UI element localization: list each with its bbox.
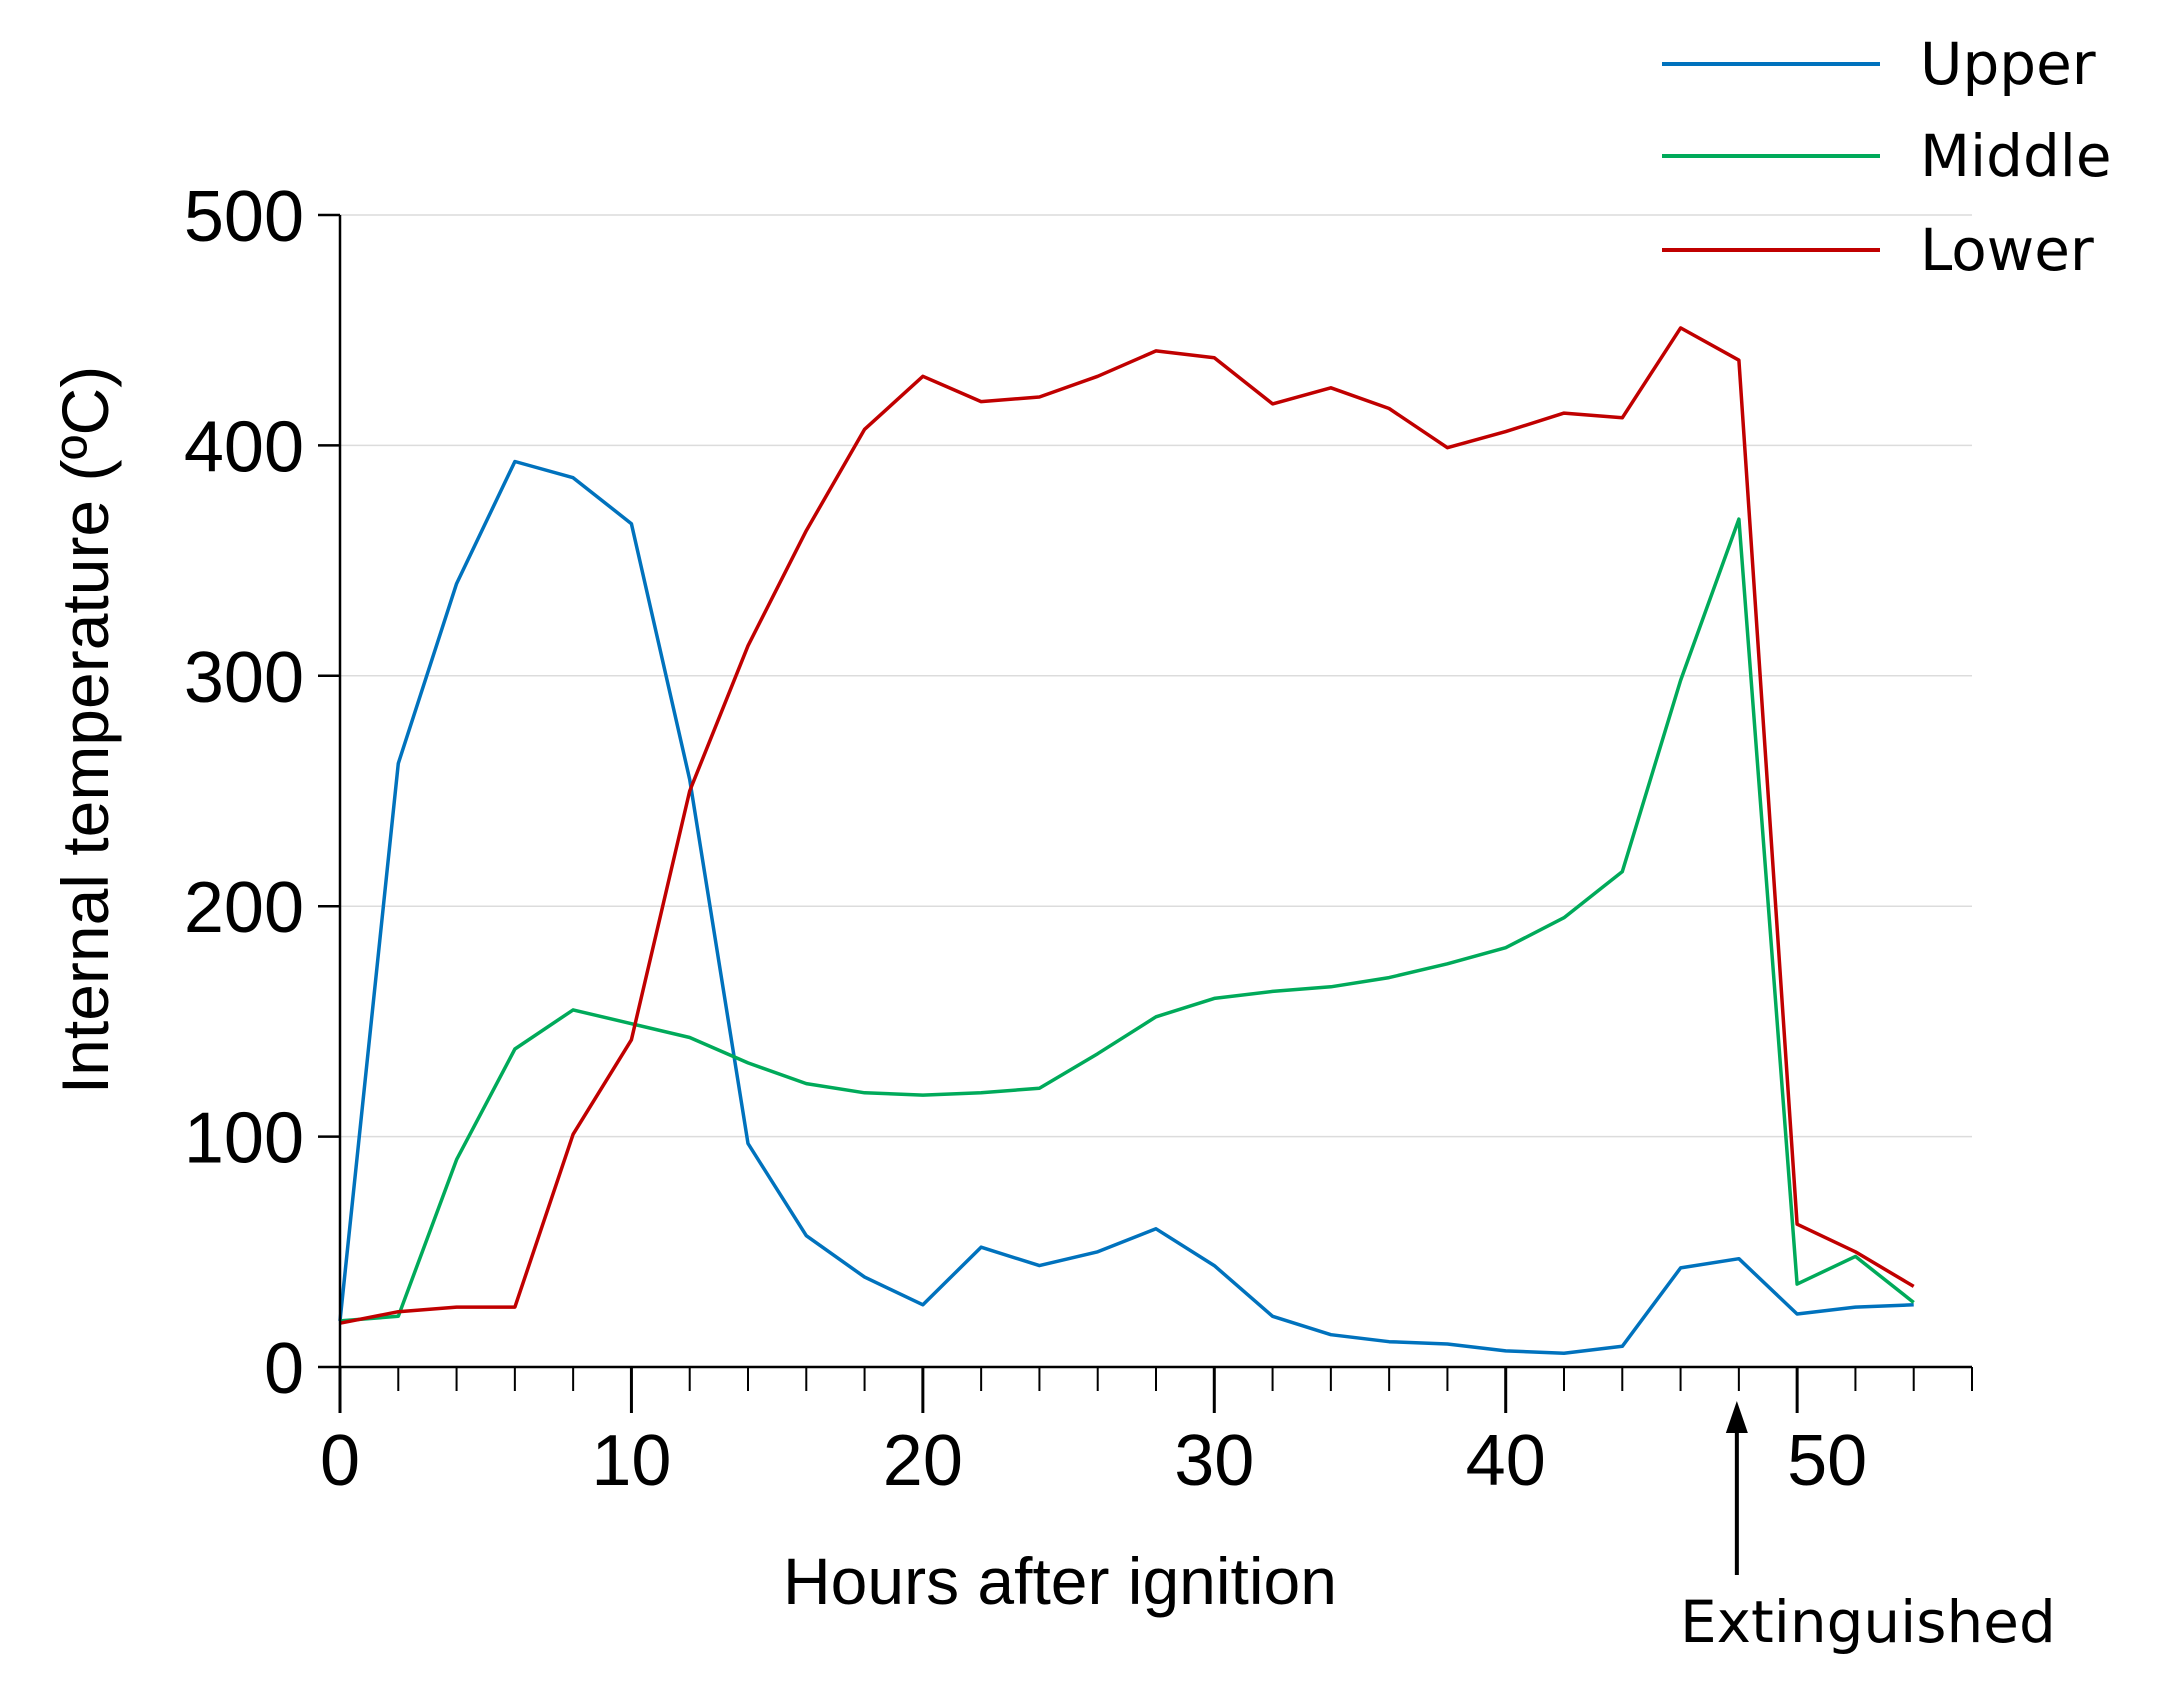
- legend-label-lower: Lower: [1920, 216, 2094, 284]
- x-tick-label-30: 30: [1174, 1421, 1254, 1501]
- x-tick-label-20: 20: [883, 1421, 963, 1501]
- y-axis-title: Internal temperature (ºC): [48, 366, 122, 1094]
- legend-label-upper: Upper: [1920, 30, 2096, 98]
- x-axis-title: Hours after ignition: [783, 1544, 1337, 1618]
- series-lines: [338, 326, 1915, 1355]
- arrow-head-icon: [1725, 1401, 1748, 1433]
- legend-item-upper: Upper: [1662, 30, 2096, 98]
- axes: [338, 215, 1972, 1369]
- axis-ticks: 0 100 200 300 400 500 0 10 20 30 40 50: [184, 177, 1973, 1501]
- y-tick-label-0: 0: [264, 1329, 304, 1409]
- x-tick-label-40: 40: [1466, 1421, 1546, 1501]
- y-tick-label-200: 200: [184, 868, 304, 948]
- x-tick-label-0: 0: [320, 1421, 360, 1501]
- series-line-middle: [339, 517, 1915, 1323]
- extinguished-annotation: Extinguished: [1680, 1401, 2056, 1656]
- y-tick-label-100: 100: [184, 1099, 304, 1179]
- series-line-lower: [339, 326, 1915, 1325]
- y-tick-label-400: 400: [184, 407, 304, 487]
- y-tick-label-300: 300: [184, 638, 304, 718]
- y-tick-label-500: 500: [184, 177, 304, 257]
- legend-item-lower: Lower: [1662, 216, 2094, 284]
- series-line-upper: [338, 459, 1914, 1355]
- grid-lines: [340, 214, 1972, 1138]
- x-tick-label-10: 10: [591, 1421, 671, 1501]
- x-tick-label-50: 50: [1787, 1421, 1867, 1501]
- annotation-label: Extinguished: [1680, 1588, 2056, 1656]
- legend: Upper Middle Lower: [1662, 30, 2112, 284]
- legend-item-middle: Middle: [1662, 122, 2112, 190]
- legend-label-middle: Middle: [1920, 122, 2112, 190]
